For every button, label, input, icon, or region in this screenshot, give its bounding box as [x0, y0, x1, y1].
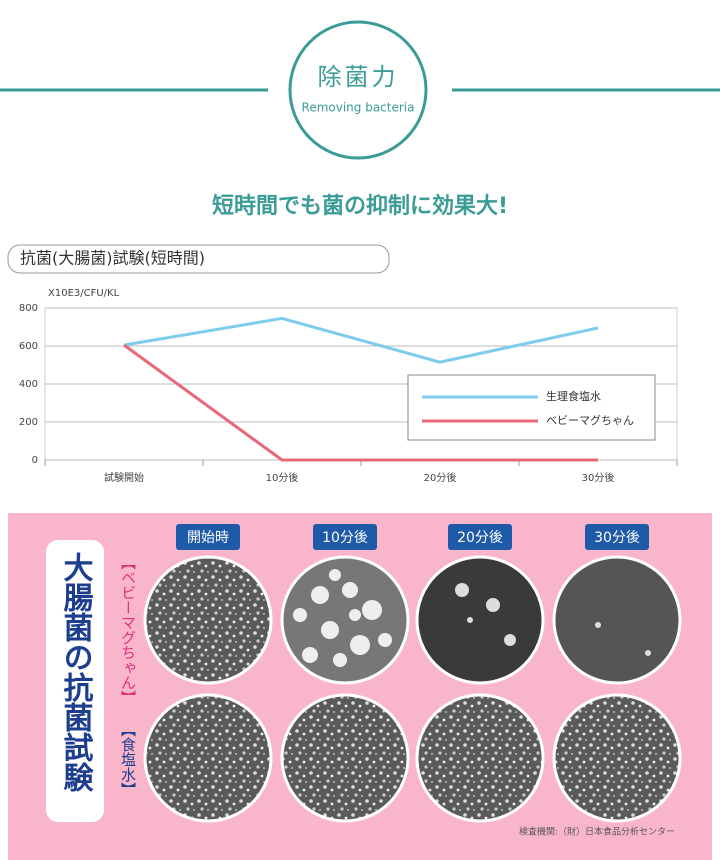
dishes: [143, 555, 682, 823]
dish: [552, 693, 682, 823]
badge-subtitle: Removing bacteria: [302, 101, 415, 115]
x-tick-label: 試験開始: [104, 471, 144, 484]
source: 検査機関:（財）日本食品分析センター: [519, 826, 675, 838]
column-header-box: [313, 524, 377, 550]
y-tick-label: 0: [32, 455, 38, 466]
panel-title: 大腸菌の抗菌試験: [58, 552, 94, 792]
colonies: [455, 583, 516, 646]
dish: [415, 555, 545, 685]
section-label: 抗菌(大腸菌)試験(短時間): [20, 249, 205, 268]
column-header: 20分後: [457, 530, 503, 546]
x-tick-label: 10分後: [266, 471, 299, 484]
dish: [143, 555, 273, 685]
column-header-box: [448, 524, 512, 550]
dish: [280, 693, 410, 823]
colonies: [595, 622, 651, 656]
panel-title-box: [46, 540, 104, 822]
column-header: 開始時: [187, 530, 229, 546]
row-label: 【食塩水】: [119, 722, 137, 797]
headline: 短時間でも菌の抑制に効果大!: [212, 193, 508, 219]
badge-title: 除菌力: [318, 63, 399, 91]
y-tick-label: 600: [19, 341, 38, 352]
x-tick-label: 30分後: [582, 471, 615, 484]
chart: X10E3/CFU/KL 0 200 400 600 800 試験開始 10分後 20分後 30…: [19, 288, 678, 484]
series-line: [123, 343, 598, 462]
y-tick-label: 200: [19, 417, 38, 428]
column-header: 30分後: [594, 530, 640, 546]
dish: [143, 693, 273, 823]
legend-label: ベビーマグちゃん: [546, 413, 634, 427]
section-box: [7, 244, 390, 274]
column-header: 10分後: [322, 530, 368, 546]
colonies: [293, 569, 392, 667]
y-tick-label: 400: [19, 379, 38, 390]
row-label: 【ベビーマグちゃん】: [119, 555, 137, 705]
dish: [415, 693, 545, 823]
legend-box: [407, 374, 656, 441]
series-line: [123, 316, 599, 364]
column-header-box: [176, 524, 240, 550]
badge: [288, 20, 428, 160]
dish: [552, 555, 682, 685]
x-tick-label: 20分後: [424, 471, 457, 484]
y-axis-label: X10E3/CFU/KL: [48, 288, 120, 299]
y-tick-label: 800: [19, 303, 38, 314]
legend-label: 生理食塩水: [546, 389, 601, 403]
column-header-box: [585, 524, 649, 550]
